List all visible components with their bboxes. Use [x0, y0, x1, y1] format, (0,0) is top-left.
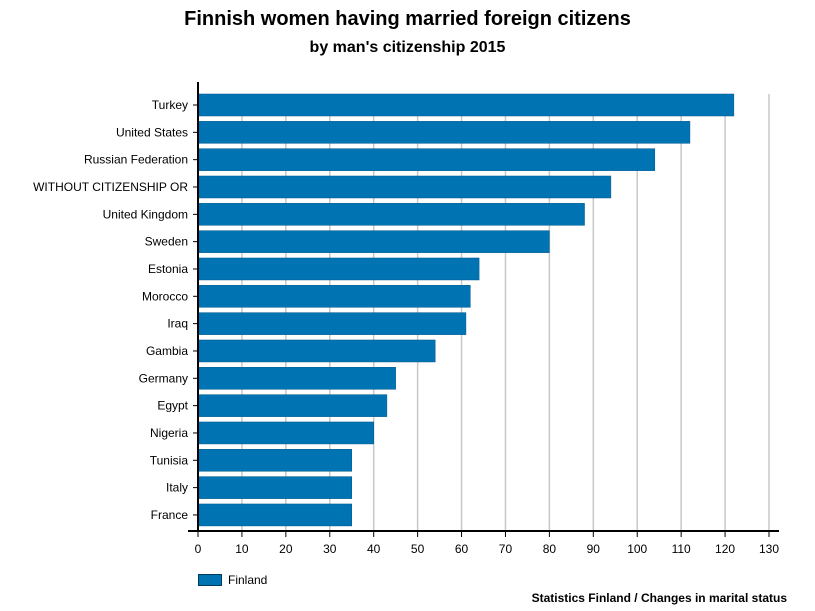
bar — [197, 367, 396, 390]
bar — [197, 257, 480, 281]
source-note: Statistics Finland / Changes in marital … — [531, 591, 787, 605]
category-label: Italy — [166, 481, 188, 495]
x-tick-label: 90 — [587, 542, 601, 556]
bar — [197, 394, 388, 417]
bar — [197, 339, 436, 363]
bar — [197, 421, 374, 445]
bar — [197, 285, 471, 308]
x-tick-labels: 0 10 20 30 40 50 60 70 80 90 100 110 120 130 — [195, 542, 780, 556]
category-label: Turkey — [152, 98, 188, 112]
category-label: France — [151, 508, 189, 522]
axes — [188, 82, 779, 537]
category-label: Estonia — [148, 262, 188, 276]
category-label: Morocco — [142, 289, 188, 303]
bar — [197, 93, 735, 117]
legend-swatch — [198, 574, 222, 586]
bar — [197, 148, 656, 171]
legend-label: Finland — [228, 573, 268, 587]
bar — [197, 175, 612, 199]
category-label: Gambia — [146, 344, 188, 358]
chart-title: Finnish women having married foreign cit… — [184, 8, 631, 30]
category-label: United Kingdom — [103, 207, 188, 221]
category-label: Tunisia — [150, 453, 189, 467]
category-label: Nigeria — [150, 426, 188, 440]
x-tick-label: 60 — [455, 542, 469, 556]
chart-subtitle: by man's citizenship 2015 — [309, 39, 506, 56]
category-labels: Turkey United States Russian Federation WIT… — [33, 98, 189, 522]
x-tick-label: 20 — [279, 542, 293, 556]
bar — [197, 230, 550, 253]
category-label: WITHOUT CITIZENSHIP OR — [33, 180, 188, 194]
category-label: Egypt — [157, 399, 188, 413]
x-tick-label: 130 — [759, 542, 779, 556]
category-label: Germany — [139, 371, 188, 385]
x-tick-label: 120 — [715, 542, 735, 556]
x-tick-label: 50 — [411, 542, 425, 556]
category-label: United States — [116, 125, 188, 139]
category-label: Iraq — [167, 317, 188, 331]
bar — [197, 203, 585, 226]
bars — [197, 93, 735, 527]
bar — [197, 449, 352, 472]
bar — [197, 503, 352, 527]
x-tick-label: 10 — [235, 542, 249, 556]
x-tick-label: 30 — [323, 542, 337, 556]
category-label: Russian Federation — [84, 153, 188, 167]
x-tick-label: 80 — [543, 542, 557, 556]
x-tick-label: 110 — [672, 542, 691, 556]
legend: Finland — [198, 573, 267, 587]
x-tick-label: 0 — [195, 542, 202, 556]
x-tick-label: 70 — [499, 542, 513, 556]
category-label: Sweden — [145, 235, 188, 249]
bar — [197, 312, 467, 335]
x-tick-label: 100 — [627, 542, 647, 556]
bar — [197, 476, 352, 499]
bar — [197, 121, 691, 144]
x-tick-label: 40 — [367, 542, 381, 556]
